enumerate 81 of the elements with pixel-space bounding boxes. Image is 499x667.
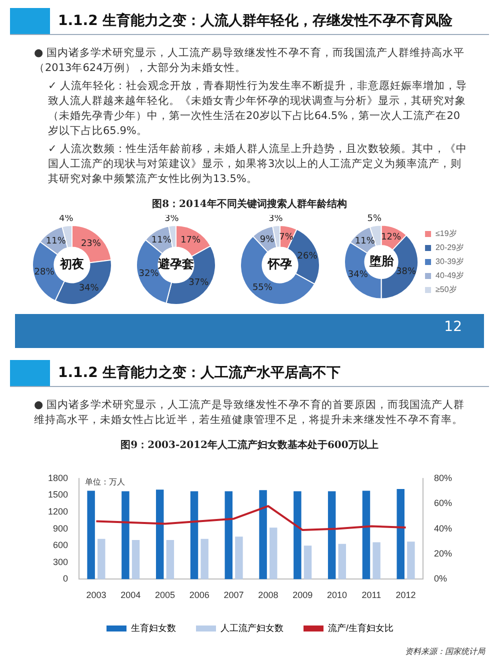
x-tick-label: 2003 [86, 590, 106, 600]
data-label: 17% [180, 236, 202, 246]
x-tick-label: 2005 [154, 590, 176, 600]
y-tick-label: 1200 [48, 506, 68, 516]
legend-label: 生育妇女数 [131, 622, 176, 633]
legend-label: ≥50岁 [436, 285, 457, 294]
text: ● 国内诸多学术研究显示，人工流产是导致继发性不孕不育的首要原因，而我国流产人群维持高水平，未婚女性占比近半，若生殖健康管理不足，将提升未来继发性不孕不育率。 [34, 398, 466, 428]
y-tick-label: 1800 [48, 472, 68, 483]
data-label: 28% [34, 267, 55, 278]
y-tick-label: 0 [63, 574, 68, 584]
x-tick-label: 2004 [120, 590, 141, 600]
data-label: 23% [80, 238, 102, 249]
x-tick-label: 2008 [258, 590, 278, 600]
text: 初夜 [59, 257, 85, 272]
bar [190, 491, 198, 580]
bar [407, 542, 415, 580]
text: 图9：2003-2012年人工流产妇女数基本处于600万以上 [120, 438, 380, 452]
x-tick-label: 2011 [362, 590, 382, 600]
text: ✓ 人流年轻化：社会观念开放，青春期性行为发生率不断提升，非意愿妊娠率增加，导致人流人群越来越年轻化。《未婚女青少年怀孕的现状调查与分析》显示，其研究对象（未婚先孕青少年）中，第一次性生活在20岁以下占比64.5%，第一次人工流产在20岁以下占比65.9%。 [48, 79, 468, 139]
y2-tick-label: 0% [434, 574, 447, 584]
bar [200, 538, 208, 580]
data-label: 12% [381, 232, 402, 243]
y2-tick-label: 80% [434, 472, 452, 483]
text: ● 国内诸多学术研究显示，人工流产易导致继发性不孕不育，而我国流产人群维持高水平（2013年624万例），大部分为未婚女性。 [34, 46, 466, 76]
text: 避孕套 [157, 257, 194, 272]
x-tick-label: 2007 [224, 590, 244, 600]
bar [156, 490, 164, 580]
legend-label: ≤19岁 [436, 229, 457, 238]
x-tick-label: 2006 [189, 590, 210, 600]
data-label: 26% [297, 251, 318, 262]
bar [122, 491, 130, 580]
bar [328, 491, 336, 580]
legend-label: 人工流产妇女数 [220, 622, 284, 633]
x-tick-label: 2012 [396, 590, 416, 600]
text: 1.1.2 生育能力之变：人流人群年轻化，存继发性不孕不育风险 [58, 12, 453, 30]
data-label: 32% [138, 269, 160, 280]
bar [87, 490, 95, 580]
data-label: 38% [396, 267, 416, 278]
bar [166, 540, 174, 580]
x-tick-label: 2009 [292, 590, 313, 600]
text: ✓ 人流次数频：性生活年龄前移，未婚人群人流呈上升趋势，且次数较频。其中，《中国人工流产的现状与对策建议》显示，如果将3次以上的人工流产定义为频率流产，则其研究对象中频繁流产女性比例为13.5%。 [48, 142, 468, 187]
bar [372, 542, 380, 580]
y2-tick-label: 60% [434, 498, 452, 508]
bar [338, 544, 346, 580]
text: 1.1.2 生育能力之变：人工流产水平居高不下 [58, 364, 341, 382]
y-tick-label: 300 [52, 556, 68, 567]
bar [294, 491, 302, 580]
data-label: 55% [252, 282, 273, 293]
bar [98, 538, 106, 580]
text: 怀孕 [267, 257, 292, 272]
bar [224, 491, 233, 580]
data-label: 9% [260, 234, 275, 245]
data-label: 5% [367, 214, 382, 224]
text: 图8：2014年不同关键词搜索人群年龄结构 [151, 198, 348, 211]
bar [362, 490, 370, 580]
data-label: 11% [46, 236, 66, 247]
y-tick-label: 900 [52, 523, 68, 534]
x-tick-label: 2010 [326, 590, 348, 600]
legend-label: 20-29岁 [436, 243, 464, 252]
bar [259, 490, 267, 580]
bar [269, 528, 278, 580]
bar [396, 489, 404, 580]
legend-label: 流产/生育妇女比 [328, 622, 394, 633]
data-label: 34% [348, 270, 368, 280]
legend-label: 40-49岁 [436, 271, 464, 280]
y-tick-label: 1500 [48, 490, 68, 500]
y-axis-title: 单位：万人 [85, 477, 126, 486]
text: 堕胎 [368, 254, 394, 268]
y2-tick-label: 40% [434, 523, 452, 534]
data-label: 37% [188, 278, 210, 288]
y-tick-label: 600 [52, 540, 68, 550]
text: 资料来源：国家统计局 [405, 647, 486, 656]
data-label: 34% [78, 284, 100, 294]
text: 12 [443, 319, 462, 335]
data-label: 11% [354, 236, 376, 246]
y2-tick-label: 20% [434, 548, 452, 558]
bar [235, 536, 243, 580]
bar [304, 546, 312, 580]
data-label: 11% [151, 236, 172, 246]
bar [132, 540, 140, 580]
legend-label: 30-39岁 [436, 257, 464, 266]
